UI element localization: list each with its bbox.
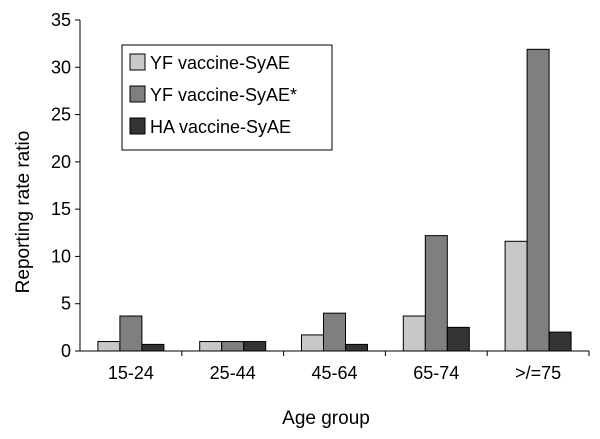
x-tick-label: 15-24 [108, 363, 154, 383]
bar-1-65-74 [402, 315, 426, 352]
bar-2-15-24 [119, 315, 143, 352]
y-tick-label: 10 [51, 246, 71, 266]
bar-1-25-44 [199, 341, 223, 352]
legend-swatch [129, 117, 146, 135]
plot-area: 0 5 10 15 20 25 30 35 15-24 25-44 45-64 65-74 >/=75 [51, 10, 590, 383]
bar-3-65-74 [446, 326, 470, 352]
bar-3-15-24 [141, 343, 165, 352]
bar-3-25-44 [243, 341, 267, 352]
x-tick-label: 25-44 [210, 363, 256, 383]
y-tick-label: 0 [61, 341, 71, 361]
legend: YF vaccine-SyAE YF vaccine-SyAE* HA vaccin… [121, 44, 333, 151]
bar-1->/=75 [504, 240, 528, 352]
bar-2-45-64 [323, 312, 346, 352]
y-tick-label: 35 [51, 10, 71, 30]
y-tick-label: 25 [51, 105, 71, 125]
bar-3-45-64 [345, 343, 368, 352]
legend-label: HA vaccine-SyAE [150, 117, 291, 137]
y-axis-title: Reporting rate ratio [13, 131, 34, 294]
bar-1-45-64 [301, 334, 324, 352]
bar-2->/=75 [526, 48, 550, 352]
bar-2-25-44 [221, 341, 245, 352]
bar-1-15-24 [97, 341, 121, 352]
legend-swatch [129, 85, 146, 103]
legend-swatch [129, 53, 146, 71]
legend-label: YF vaccine-SyAE* [150, 85, 297, 105]
legend-label: YF vaccine-SyAE [150, 53, 290, 73]
legend-box [121, 44, 333, 151]
x-tick-label: 65-74 [413, 363, 459, 383]
x-tick-label: 45-64 [311, 363, 357, 383]
bar-3->/=75 [548, 331, 572, 352]
x-axis-title: Age group [282, 408, 370, 429]
y-tick-label: 5 [61, 294, 71, 314]
x-tick-label: >/=75 [515, 363, 561, 383]
y-tick-label: 20 [51, 152, 71, 172]
y-tick-label: 15 [51, 199, 71, 219]
y-tick-label: 30 [51, 57, 71, 77]
bar-2-65-74 [424, 235, 448, 352]
